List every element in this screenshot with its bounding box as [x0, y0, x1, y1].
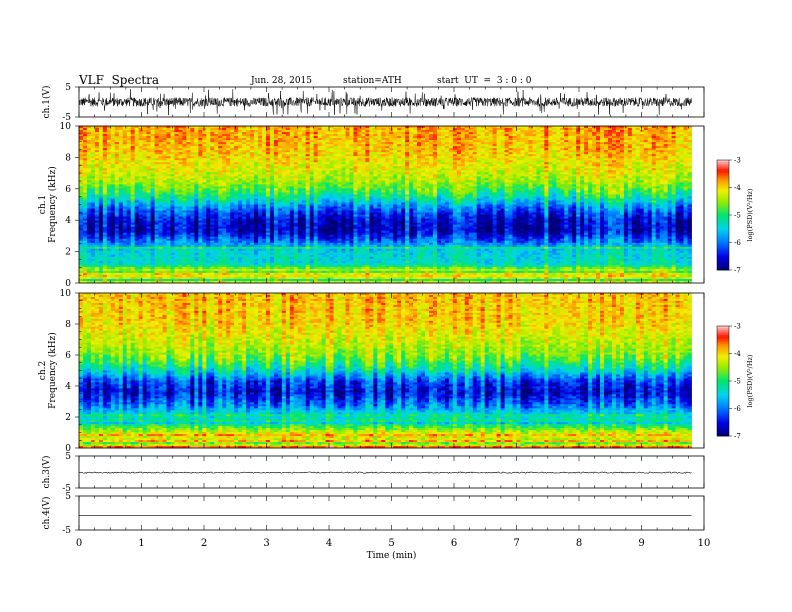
- ch2-spectrogram-ytick-label: 2: [65, 413, 71, 423]
- time-tick-label: 9: [638, 538, 644, 549]
- ch1-waveform-trace: [78, 89, 692, 115]
- ch2-spectrogram-colorbar-tick-label: -4: [734, 350, 741, 358]
- time-tick-label: 10: [698, 538, 711, 549]
- ch1-spectrogram-colorbar-label: log(PSD)(V²/Hz): [746, 188, 754, 241]
- ch3-waveform-trace: [78, 471, 692, 474]
- time-tick-label: 8: [576, 538, 582, 549]
- ch1-spectrogram-colorbar-tick-label: -7: [734, 267, 741, 275]
- ch1-waveform-ytick-label: 5: [65, 83, 71, 93]
- ch1-spectrogram-colorbar-tick-label: -4: [734, 184, 741, 192]
- ch1-spectrogram-ylabel: ch.1: [38, 195, 48, 214]
- ch2-spectrogram-ytick-label: 6: [65, 351, 71, 361]
- ch1-spectrogram-ytick-label: 10: [60, 122, 72, 132]
- figure-title: VLF Spectra: [79, 73, 159, 87]
- ch1-spectrogram-colorbar: [717, 160, 729, 271]
- ch1-spectrogram-image: [79, 126, 692, 284]
- ch3-waveform-ytick-label: -5: [62, 484, 71, 494]
- ch2-spectrogram-colorbar-tick-label: -5: [734, 378, 741, 386]
- time-axis-label: Time (min): [367, 550, 417, 561]
- ch4-waveform-ytick-label: 5: [65, 492, 71, 502]
- time-tick-label: 0: [76, 538, 82, 549]
- ch1-spectrogram-ytick-label: 8: [65, 153, 71, 163]
- time-tick-label: 1: [138, 538, 144, 549]
- station-name: station=ATH: [343, 76, 402, 86]
- ch4-waveform-ylabel: ch.4(V): [41, 497, 52, 530]
- ch1-waveform-ytick-label: -5: [62, 113, 71, 123]
- ch2-spectrogram-image: [79, 293, 692, 449]
- ch2-spectrogram-ytick-label: 4: [65, 382, 71, 392]
- ch2-spectrogram-ylabel: Frequency (kHz): [47, 332, 58, 409]
- ch2-spectrogram-ylabel: ch.2: [38, 361, 48, 380]
- ch1-spectrogram-ytick-label: 4: [65, 216, 71, 226]
- ch1-spectrogram-ytick-label: 6: [65, 185, 71, 195]
- start-time: start UT = 3 : 0 : 0: [437, 76, 532, 86]
- ch1-spectrogram-colorbar-tick-label: -5: [734, 212, 741, 220]
- time-tick-label: 6: [451, 538, 457, 549]
- observation-date: Jun. 28, 2015: [251, 76, 312, 86]
- ch2-spectrogram-colorbar-tick-label: -6: [734, 405, 741, 413]
- ch1-spectrogram-colorbar-tick-label: -6: [734, 239, 741, 247]
- ch2-spectrogram-colorbar-tick-label: -7: [734, 433, 741, 441]
- ch1-waveform-ylabel: ch.1(V): [41, 86, 52, 119]
- time-tick-label: 7: [513, 538, 519, 549]
- ch2-spectrogram-ytick-label: 8: [65, 320, 71, 330]
- time-tick-label: 3: [263, 538, 269, 549]
- ch4-waveform-ytick-label: -5: [62, 526, 71, 536]
- ch1-spectrogram-ytick-label: 2: [65, 248, 71, 258]
- ch3-waveform-ytick-label: 5: [65, 452, 71, 462]
- ch1-spectrogram-ytick-label: 0: [65, 279, 71, 289]
- ch2-spectrogram-colorbar-tick-label: -3: [734, 323, 741, 331]
- ch1-spectrogram-colorbar-tick-label: -3: [734, 157, 741, 165]
- ch2-spectrogram-ytick-label: 0: [65, 444, 71, 454]
- ch2-spectrogram-colorbar-label: log(PSD)(V²/Hz): [746, 354, 754, 407]
- time-tick-label: 2: [201, 538, 207, 549]
- ch1-spectrogram-ylabel: Frequency (kHz): [47, 166, 58, 243]
- time-tick-label: 5: [388, 538, 394, 549]
- ch4-waveform-frame: [78, 495, 705, 531]
- ch3-waveform-ylabel: ch.3(V): [41, 456, 52, 489]
- ch2-spectrogram-colorbar: [717, 326, 729, 437]
- ch2-spectrogram-ytick-label: 10: [60, 289, 72, 299]
- time-tick-label: 4: [326, 538, 332, 549]
